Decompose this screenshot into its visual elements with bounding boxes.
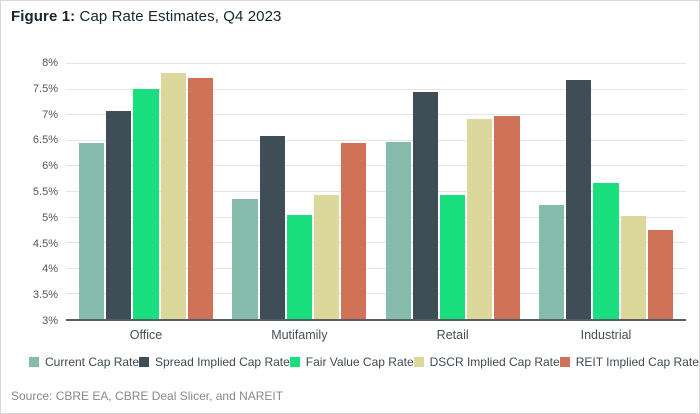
legend-label: Fair Value Cap Rate	[305, 355, 414, 369]
bar	[160, 73, 186, 319]
bar-groups: Office Mutifamily Retail Industrial	[66, 63, 686, 342]
legend-swatch-icon	[29, 357, 39, 367]
gridline	[66, 139, 686, 141]
y-axis-tick-label: 7%	[42, 108, 58, 121]
legend-item-current-cap-rate: Current Cap Rate	[29, 355, 139, 369]
bar	[341, 143, 367, 319]
bar	[232, 199, 258, 319]
source-note: Source: CBRE EA, CBRE Deal Slicer, and N…	[11, 389, 284, 403]
y-axis-tick-label: 3.5%	[32, 289, 58, 302]
bar	[494, 116, 520, 319]
legend-item-fair-value-cap-rate: Fair Value Cap Rate	[289, 355, 414, 369]
chart-legend: Current Cap Rate Spread Implied Cap Rate…	[29, 355, 699, 369]
gridline	[66, 165, 686, 167]
legend-swatch-icon	[289, 357, 300, 367]
bar-group-retail: Retail	[385, 63, 520, 342]
legend-item-dscr-implied-cap-rate: DSCR Implied Cap Rate	[413, 355, 560, 369]
bar	[385, 142, 411, 319]
x-axis-category-label: Mutifamily	[271, 328, 328, 342]
x-axis-category-label: Retail	[436, 328, 469, 342]
bar	[467, 118, 493, 319]
y-axis-tick-label: 4%	[42, 263, 58, 276]
bar	[79, 143, 105, 319]
legend-item-reit-implied-cap-rate: REIT Implied Cap Rate	[559, 355, 699, 369]
bar-group-industrial: Industrial	[538, 63, 673, 342]
y-axis-tick-label: 6.5%	[32, 134, 58, 147]
bar	[647, 230, 673, 319]
bar	[286, 215, 312, 319]
x-axis-category-label: Industrial	[580, 328, 632, 342]
bar	[259, 136, 285, 319]
bar	[313, 194, 340, 319]
y-axis-tick-label: 3%	[42, 315, 58, 327]
figure-title-text: Cap Rate Estimates, Q4 2023	[75, 8, 282, 25]
legend-label: Spread Implied Cap Rate	[155, 355, 290, 369]
gridline	[66, 216, 686, 218]
bar-chart-plot: Office Mutifamily Retail Industrial	[66, 63, 686, 342]
legend-swatch-icon	[139, 357, 150, 367]
bar-group-office: Office	[79, 63, 214, 342]
legend-swatch-icon	[413, 357, 424, 367]
gridline	[66, 63, 686, 64]
gridline	[66, 293, 686, 295]
bar	[620, 215, 646, 319]
legend-item-spread-implied-cap-rate: Spread Implied Cap Rate	[139, 355, 290, 369]
x-axis-category-label: Office	[129, 328, 163, 342]
legend-label: DSCR Implied Cap Rate	[429, 355, 560, 369]
y-axis-tick-label: 5.5%	[32, 186, 58, 198]
bar	[106, 111, 132, 319]
legend-swatch-icon	[559, 357, 570, 367]
bar	[593, 182, 619, 319]
bar	[133, 88, 159, 319]
legend-label: REIT Implied Cap Rate	[575, 355, 699, 369]
gridline	[66, 267, 686, 269]
y-axis-labels: 8% 7.5% 7% 6.5% 6% 5.5% 5% 4.5% 4% 3.5% 3%	[1, 57, 58, 327]
y-axis-tick-label: 8%	[42, 57, 58, 69]
figure-number-label: Figure 1:	[11, 8, 76, 25]
y-axis-tick-label: 4.5%	[32, 237, 58, 250]
bar	[412, 92, 439, 319]
legend-label: Current Cap Rate	[45, 355, 140, 369]
gridline	[66, 191, 686, 192]
figure-title: Figure 1: Cap Rate Estimates, Q4 2023	[11, 8, 282, 25]
gridline	[66, 242, 686, 244]
bar	[566, 79, 592, 319]
bar-group-mutifamily: Mutifamily	[232, 63, 367, 342]
y-axis-tick-label: 6%	[42, 160, 58, 173]
y-axis-tick-label: 5%	[42, 211, 58, 224]
gridline	[66, 114, 686, 116]
y-axis-tick-label: 7.5%	[32, 82, 58, 95]
bar	[440, 195, 466, 319]
bar	[538, 204, 565, 319]
bar	[187, 77, 214, 319]
gridline	[66, 88, 686, 90]
